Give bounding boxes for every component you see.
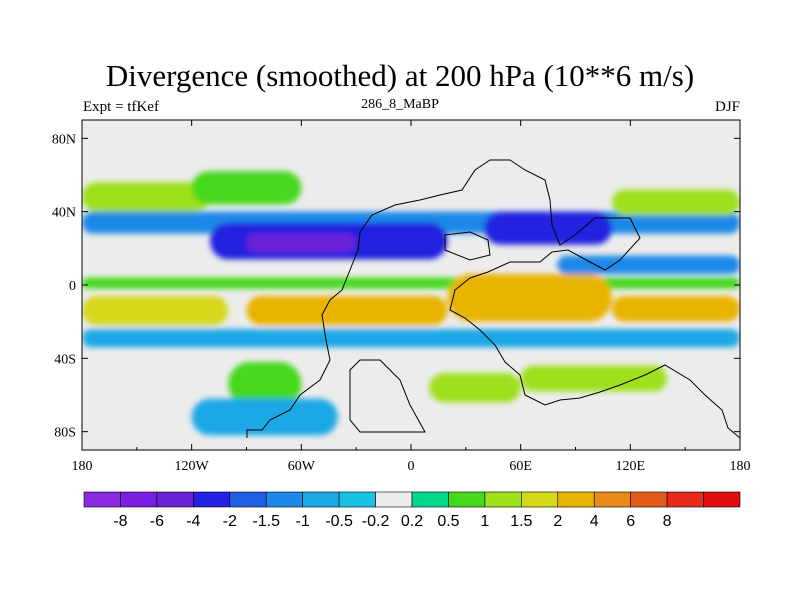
colorbar-swatch-3 — [193, 491, 231, 508]
contour-band-2 — [191, 171, 302, 205]
colorbar-swatch-15 — [630, 491, 668, 508]
y-tick-label-3: 40S — [54, 352, 76, 367]
axes: 180 120W 60W 0 60E 120E 180 80N 40N 0 40S 80S — [52, 120, 751, 474]
colorbar-label-10: 1 — [480, 513, 489, 530]
contour-band-3 — [612, 189, 740, 216]
colorbar-swatch-4 — [229, 491, 267, 508]
colorbar-swatch-14 — [593, 491, 631, 508]
colorbar-label-15: 8 — [663, 513, 672, 530]
colorbar-label-14: 6 — [626, 513, 635, 530]
contour-band-8 — [82, 277, 740, 289]
colorbar-swatch-12 — [521, 491, 559, 508]
colorbar-swatch-11 — [484, 491, 522, 508]
contour-band-7 — [557, 255, 740, 274]
x-tick-label-1: 120W — [175, 459, 210, 474]
x-tick-label-4: 60E — [509, 459, 532, 474]
x-tick-label-2: 60W — [288, 459, 316, 474]
contour-band-6 — [484, 211, 613, 245]
y-tick-label-0: 80N — [52, 132, 76, 147]
colorbar-label-1: -6 — [150, 513, 164, 530]
x-tick-label-3: 0 — [408, 459, 415, 474]
colorbar-swatch-7 — [338, 491, 376, 508]
colorbar-swatch-0 — [83, 491, 121, 508]
coastline — [246, 159, 740, 439]
y-tick-label-2: 0 — [69, 279, 76, 294]
colorbar-swatch-9 — [411, 491, 449, 508]
y-tick-label-4: 80S — [54, 426, 76, 441]
colorbar-label-12: 2 — [553, 513, 562, 530]
x-tick-label-0: 180 — [72, 459, 93, 474]
colorbar-swatch-10 — [448, 491, 486, 508]
contour-band-14 — [228, 362, 302, 406]
colorbar-label-0: -8 — [113, 513, 127, 530]
colorbar-label-2: -4 — [186, 513, 200, 530]
contour-band-9 — [82, 296, 229, 326]
colorbar-swatch-16 — [666, 491, 704, 508]
colorbar-swatch-17 — [703, 491, 741, 508]
colorbar-swatch-6 — [302, 491, 340, 508]
colorbar-swatch-1 — [120, 491, 158, 508]
colorbar-label-9: 0.5 — [437, 513, 459, 530]
colorbar-label-8: 0.2 — [401, 513, 423, 530]
colorbar-swatch-13 — [557, 491, 595, 508]
season-label: DJF — [714, 99, 740, 115]
contour-band-16 — [520, 365, 667, 392]
contour-band-17 — [191, 398, 338, 436]
experiment-label: Expt = tfKef — [83, 99, 159, 115]
contour-band-13 — [82, 329, 740, 348]
contour-band-15 — [429, 373, 521, 403]
colorbar-label-3: -2 — [223, 513, 237, 530]
colorbar: -8 -6 -4 -2 -1.5 -1 -0.5 -0.2 0.2 0.5 1 1.5 2 4 6 8 — [83, 491, 741, 530]
contour-band-1 — [82, 182, 210, 212]
x-tick-label-6: 180 — [730, 459, 751, 474]
y-tick-label-1: 40N — [52, 206, 76, 221]
colorbar-swatch-2 — [156, 491, 194, 508]
colorbar-swatch-8 — [375, 491, 413, 508]
colorbar-label-13: 4 — [590, 513, 599, 530]
colorbar-label-4: -1.5 — [252, 513, 280, 530]
colorbar-swatch-5 — [265, 491, 303, 508]
contour-band-10 — [246, 296, 448, 326]
colorbar-label-6: -0.5 — [325, 513, 353, 530]
colorbar-label-11: 1.5 — [510, 513, 532, 530]
chart-title: Divergence (smoothed) at 200 hPa (10**6 … — [105, 58, 695, 93]
contour-band-5 — [246, 233, 357, 252]
run-label: 286_8_MaBP — [361, 97, 439, 112]
x-tick-label-5: 120E — [616, 459, 646, 474]
contour-band-11 — [447, 274, 613, 322]
colorbar-label-7: -0.2 — [362, 513, 390, 530]
colorbar-label-5: -1 — [296, 513, 310, 530]
divergence-field — [82, 171, 740, 436]
contour-band-12 — [612, 296, 740, 322]
